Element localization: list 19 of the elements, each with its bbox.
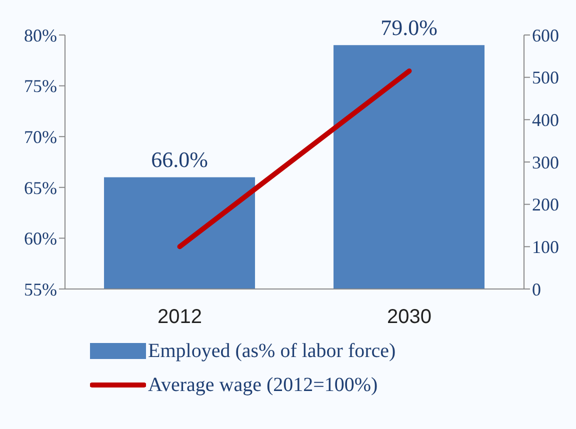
- x-tick-label: 2030: [387, 306, 432, 328]
- data-label: 66.0%: [151, 147, 208, 172]
- y2-tick-label: 400: [532, 110, 559, 130]
- y2-tick-label: 300: [532, 152, 559, 172]
- y2-tick-label: 500: [532, 68, 559, 88]
- y2-tick-label: 600: [532, 25, 559, 46]
- x-tick-label: 2012: [158, 306, 202, 328]
- y2-tick-label: 100: [532, 237, 559, 258]
- legend-label: Employed (as% of labor force): [148, 340, 396, 362]
- y-tick-label: 60%: [24, 228, 57, 249]
- y-tick-label: 70%: [24, 126, 57, 147]
- legend-label: Average wage (2012=100%): [148, 374, 378, 396]
- y-tick-label: 80%: [24, 25, 57, 46]
- y2-tick-label: 0: [532, 279, 541, 300]
- y2-tick-label: 200: [532, 194, 559, 215]
- y-tick-label: 75%: [24, 76, 57, 96]
- y-tick-label: 55%: [24, 279, 57, 300]
- y-tick-label: 65%: [24, 178, 57, 198]
- data-label: 79.0%: [380, 15, 438, 40]
